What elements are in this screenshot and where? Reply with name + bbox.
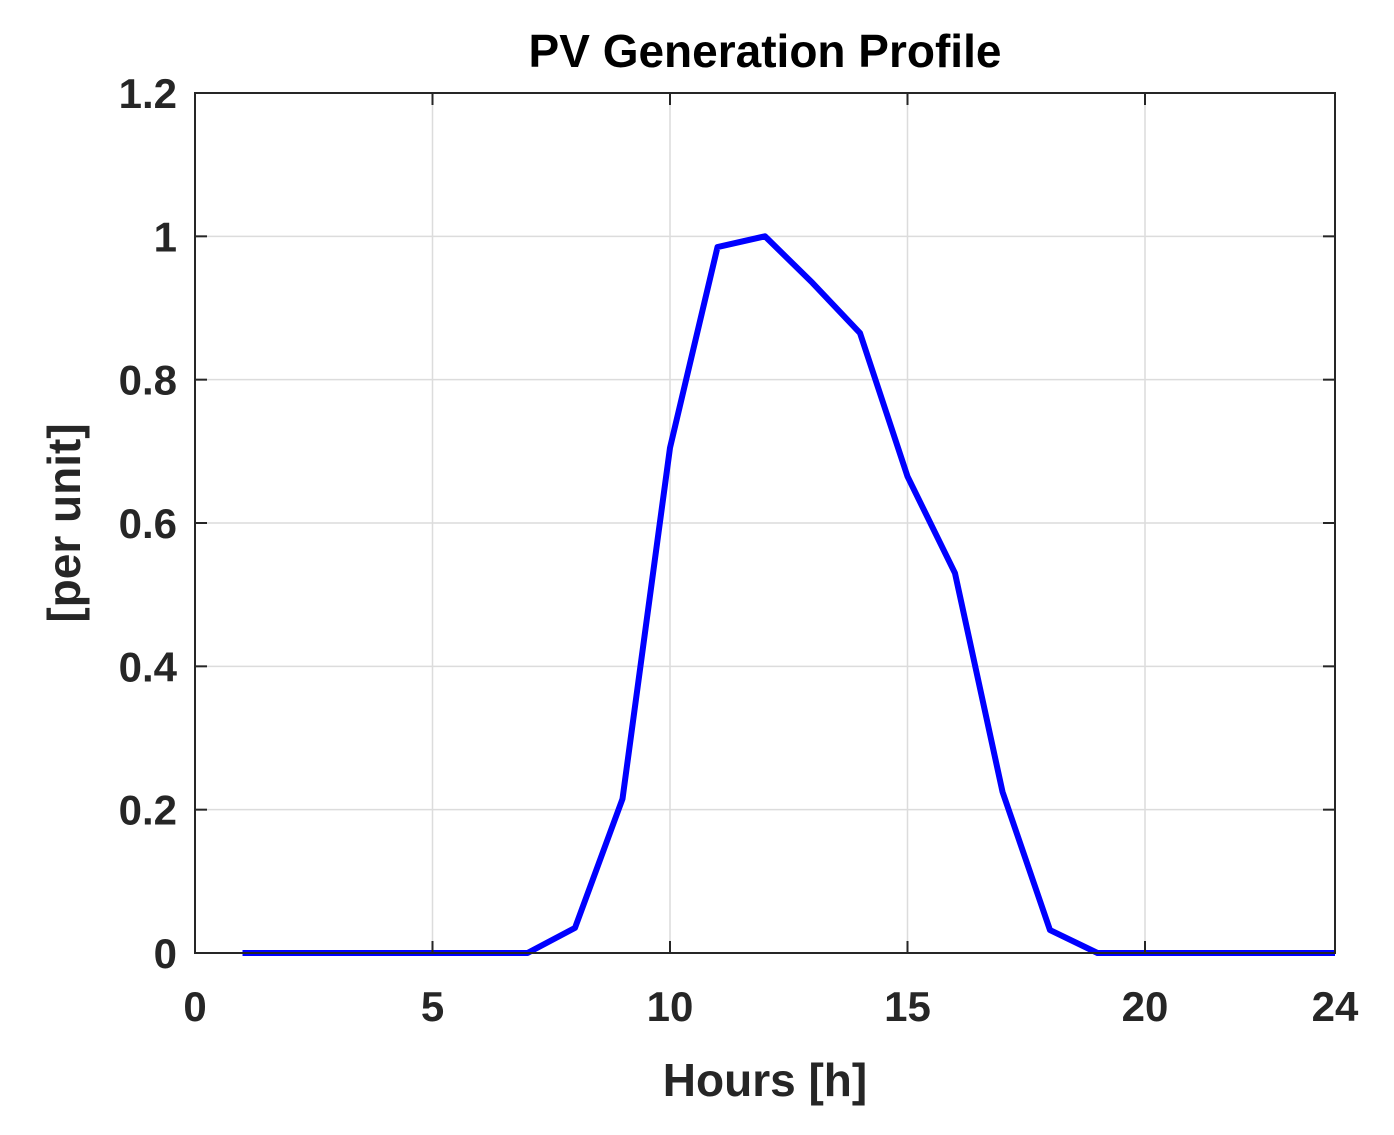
tick-marks xyxy=(194,92,1336,954)
tick-labels: 0 5 10 15 20 24 0 0.2 0.4 0.6 0.8 1 1.2 xyxy=(119,70,1359,1030)
x-tick-label: 15 xyxy=(884,983,931,1030)
x-tick-label: 20 xyxy=(1122,983,1169,1030)
y-tick-label: 1.2 xyxy=(119,70,177,117)
y-tick-label: 0 xyxy=(154,930,177,977)
y-tick-label: 0.4 xyxy=(119,643,178,690)
x-axis-label: Hours [h] xyxy=(663,1054,867,1106)
x-tick-label: 24 xyxy=(1312,983,1359,1030)
y-axis-label: [per unit] xyxy=(38,423,90,622)
chart-title: PV Generation Profile xyxy=(529,25,1002,77)
y-tick-label: 0.6 xyxy=(119,500,177,547)
grid-lines xyxy=(195,93,1335,953)
y-tick-label: 1 xyxy=(154,213,177,260)
x-tick-label: 5 xyxy=(421,983,444,1030)
y-tick-label: 0.8 xyxy=(119,357,177,404)
x-tick-label: 0 xyxy=(183,983,206,1030)
y-tick-label: 0.2 xyxy=(119,787,177,834)
x-tick-label: 10 xyxy=(647,983,694,1030)
